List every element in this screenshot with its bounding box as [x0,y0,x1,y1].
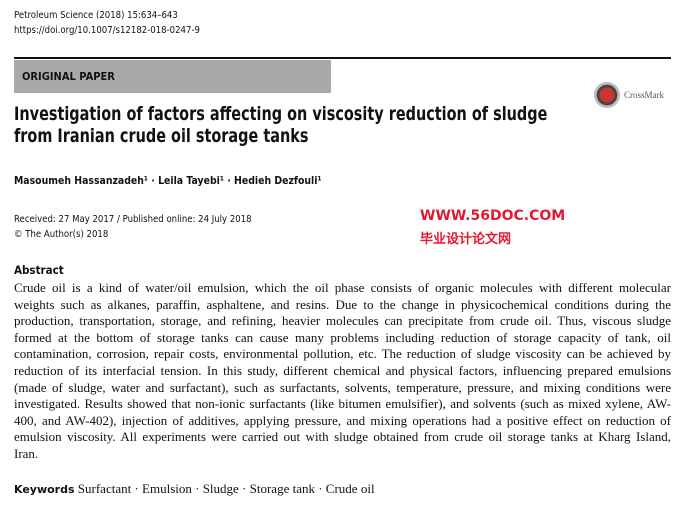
crossmark-label: CrossMark [624,90,664,100]
paper-title: Investigation of factors affecting on vi… [14,103,547,147]
copyright: © The Author(s) 2018 [14,229,109,240]
title-line: from Iranian crude oil storage tanks [14,125,309,147]
doi-link[interactable]: https://doi.org/10.1007/s12182-018-0247-… [14,25,200,36]
abstract-line: Iran. [14,445,39,461]
journal-info: Petroleum Science (2018) 15:634–643 http… [14,8,200,38]
watermark-url: WWW.56DOC.COM [420,208,566,224]
abstract-line: emulsion viscosity. All experiments were… [14,429,671,445]
journal-citation: Petroleum Science (2018) 15:634–643 [14,10,178,21]
watermark-cn: 毕业设计论文网 [420,232,512,247]
authors: Masoumeh Hassanzadeh¹ · Leila Tayebi¹ · … [14,174,322,187]
abstract-line: Crude oil is a kind of water/oil emulsio… [14,280,671,295]
crossmark-icon [594,82,620,108]
keywords-list: Surfactant · Emulsion · Sludge · Storage… [77,481,375,496]
abstract-line: production, transportation, storage, and… [14,313,671,329]
abstract-body: Crude oil is a kind of water/oil emulsio… [14,280,671,463]
abstract-line: reduction of its interfacial tension. In… [14,362,671,378]
article-type-banner: ORIGINAL PAPER [14,60,331,93]
abstract-line: weights such as alkanes, paraffin, aspha… [14,296,671,312]
abstract-line: investigated. Results showed that non-io… [14,396,671,412]
title-line: Investigation of factors affecting on vi… [14,103,548,125]
abstract-line: 400, and AW-402), injection of additives… [14,412,671,428]
abstract-line: (made of sludge, water and surfactant), … [14,379,671,395]
abstract-heading: Abstract [14,263,64,277]
article-type: ORIGINAL PAPER [22,70,115,83]
keywords-label: Keywords [14,483,75,496]
dates: Received: 27 May 2017 / Published online… [14,212,252,242]
received-date: Received: 27 May 2017 / Published online… [14,214,252,225]
crossmark-button[interactable]: CrossMark [594,82,664,108]
keywords: Keywords Surfactant · Emulsion · Sludge … [14,481,375,497]
header-rule [14,57,671,59]
abstract-line: contamination, corrosion, repair costs, … [14,346,671,362]
abstract-line: formed at the bottom of storage tanks ca… [14,329,671,345]
